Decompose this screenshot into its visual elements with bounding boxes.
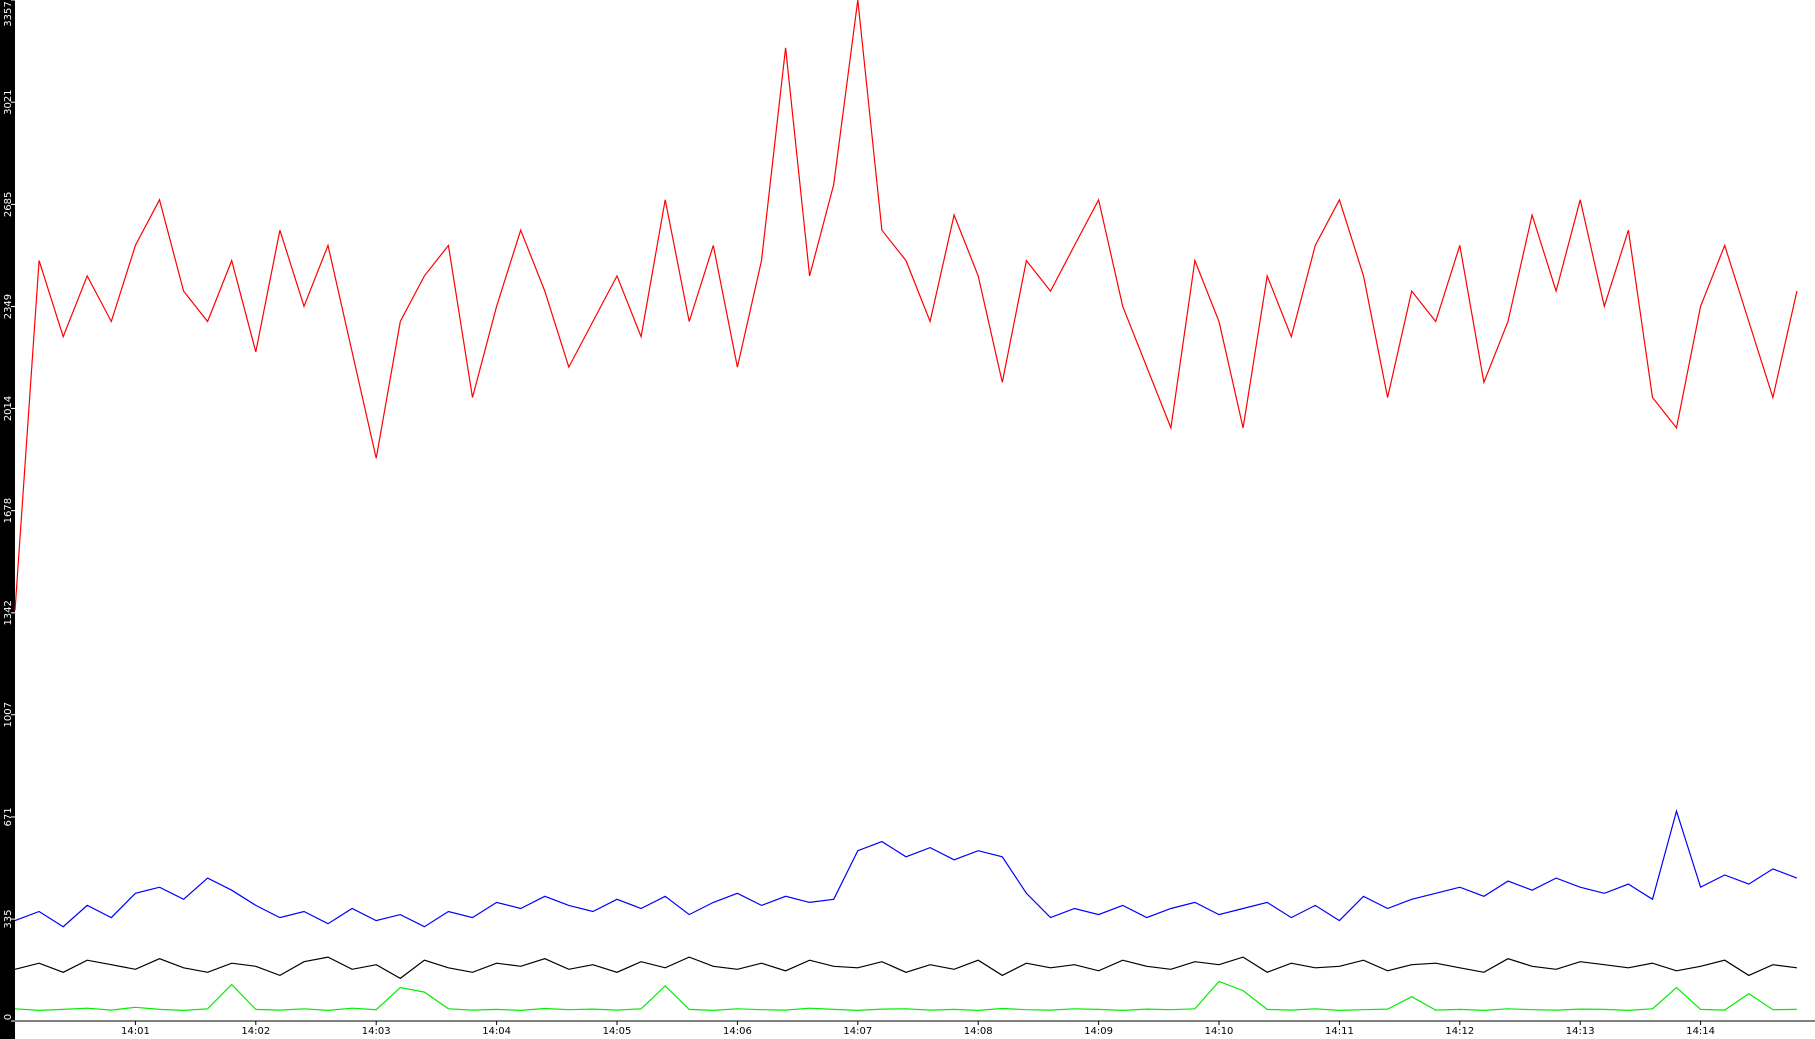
x-tick-label: 14:13 bbox=[1566, 1026, 1595, 1037]
x-tick-label: 14:12 bbox=[1445, 1026, 1474, 1037]
x-tick-label: 14:07 bbox=[843, 1026, 872, 1037]
y-tick-label: 3357 bbox=[3, 1, 14, 26]
x-tick-label: 14:11 bbox=[1325, 1026, 1354, 1037]
y-tick-label: 0 bbox=[3, 1014, 14, 1020]
y-tick-label: 1007 bbox=[3, 702, 14, 727]
y-tick-label: 1342 bbox=[3, 600, 14, 625]
x-tick-label: 14:05 bbox=[603, 1026, 632, 1037]
y-tick-label: 2349 bbox=[3, 294, 14, 319]
y-tick-label: 1678 bbox=[3, 498, 14, 523]
x-tick-label: 14:14 bbox=[1686, 1026, 1715, 1037]
series-line bbox=[14, 956, 1797, 980]
x-tick-label: 14:04 bbox=[482, 1026, 511, 1037]
y-tick-label: 671 bbox=[3, 807, 14, 826]
x-tick-label: 14:06 bbox=[723, 1026, 752, 1037]
y-tick-label: 2685 bbox=[3, 192, 14, 217]
x-tick-label: 14:10 bbox=[1205, 1026, 1234, 1037]
series-line bbox=[14, 980, 1797, 1012]
x-tick-label: 14:01 bbox=[121, 1026, 150, 1037]
x-tick-label: 14:02 bbox=[241, 1026, 270, 1037]
series-line bbox=[14, 808, 1798, 928]
y-tick-label: 3021 bbox=[3, 89, 14, 114]
y-tick-label: 335 bbox=[3, 910, 14, 929]
x-tick-label: 14:09 bbox=[1084, 1026, 1113, 1037]
series-line bbox=[14, 0, 1798, 611]
y-axis-strip bbox=[0, 0, 15, 1039]
x-tick-label: 14:03 bbox=[362, 1026, 391, 1037]
x-tick-label: 14:08 bbox=[964, 1026, 993, 1037]
y-tick-label: 2014 bbox=[3, 396, 14, 421]
